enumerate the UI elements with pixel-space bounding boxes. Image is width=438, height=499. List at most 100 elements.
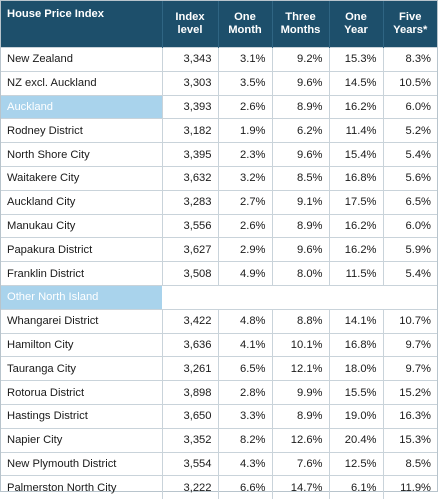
three-months-cell: 9.6% bbox=[272, 71, 329, 95]
area-cell: Hastings District bbox=[1, 404, 162, 428]
five-years-cell: 10.5% bbox=[383, 71, 437, 95]
one-year-cell: 15.4% bbox=[329, 143, 383, 167]
one-year-cell: 18.0% bbox=[329, 357, 383, 381]
one-year-cell: 16.8% bbox=[329, 166, 383, 190]
one-month-cell: 1.9% bbox=[218, 119, 272, 143]
index-level-cell: 3,222 bbox=[162, 476, 218, 499]
five-years-cell: 5.4% bbox=[383, 262, 437, 286]
index-level-cell: 3,393 bbox=[162, 95, 218, 119]
area-cell: New Zealand bbox=[1, 48, 162, 72]
index-level-cell: 3,627 bbox=[162, 238, 218, 262]
one-year-cell: 16.2% bbox=[329, 214, 383, 238]
five-years-cell: 9.7% bbox=[383, 357, 437, 381]
three-months-cell: 14.7% bbox=[272, 476, 329, 499]
header-text-line: House Price Index bbox=[7, 8, 162, 21]
area-cell: Hamilton City bbox=[1, 333, 162, 357]
index-level-cell: 3,343 bbox=[162, 48, 218, 72]
header-text-line: Month bbox=[219, 24, 272, 37]
area-cell: Whangarei District bbox=[1, 309, 162, 333]
three-months-cell: 8.9% bbox=[272, 95, 329, 119]
one-month-cell: 4.3% bbox=[218, 452, 272, 476]
one-year-cell: 16.2% bbox=[329, 95, 383, 119]
header-text-line: Three bbox=[273, 11, 329, 24]
one-year-cell: 16.2% bbox=[329, 238, 383, 262]
one-year-cell: 11.5% bbox=[329, 262, 383, 286]
three-months-cell: 8.9% bbox=[272, 214, 329, 238]
five-years-cell: 5.9% bbox=[383, 238, 437, 262]
header-text-line: Five bbox=[384, 11, 438, 24]
five-years-cell: 5.2% bbox=[383, 119, 437, 143]
five-years-cell bbox=[383, 285, 437, 309]
index-level-cell: 3,352 bbox=[162, 428, 218, 452]
one-month-cell: 4.9% bbox=[218, 262, 272, 286]
one-month-cell: 6.6% bbox=[218, 476, 272, 499]
three-months-cell: 7.6% bbox=[272, 452, 329, 476]
index-level-cell: 3,554 bbox=[162, 452, 218, 476]
one-month-cell: 3.3% bbox=[218, 404, 272, 428]
index-level-cell: 3,898 bbox=[162, 381, 218, 405]
one-year-cell: 14.1% bbox=[329, 309, 383, 333]
area-cell: Rotorua District bbox=[1, 381, 162, 405]
five-years-cell: 15.3% bbox=[383, 428, 437, 452]
three-months-cell bbox=[272, 285, 329, 309]
index-level-cell: 3,261 bbox=[162, 357, 218, 381]
one-month-cell: 3.2% bbox=[218, 166, 272, 190]
column-header-area: House Price Index bbox=[1, 1, 162, 48]
one-year-cell bbox=[329, 285, 383, 309]
one-year-cell: 11.4% bbox=[329, 119, 383, 143]
index-level-cell: 3,182 bbox=[162, 119, 218, 143]
one-month-cell: 8.2% bbox=[218, 428, 272, 452]
area-cell: North Shore City bbox=[1, 143, 162, 167]
area-cell: Tauranga City bbox=[1, 357, 162, 381]
area-cell: NZ excl. Auckland bbox=[1, 71, 162, 95]
index-level-cell: 3,632 bbox=[162, 166, 218, 190]
three-months-cell: 9.9% bbox=[272, 381, 329, 405]
index-level-cell: 3,636 bbox=[162, 333, 218, 357]
five-years-cell: 5.4% bbox=[383, 143, 437, 167]
three-months-cell: 10.1% bbox=[272, 333, 329, 357]
one-month-cell: 6.5% bbox=[218, 357, 272, 381]
three-months-cell: 12.1% bbox=[272, 357, 329, 381]
index-level-cell: 3,508 bbox=[162, 262, 218, 286]
area-cell: Waitakere City bbox=[1, 166, 162, 190]
one-year-cell: 15.5% bbox=[329, 381, 383, 405]
one-month-cell: 4.1% bbox=[218, 333, 272, 357]
one-year-cell: 14.5% bbox=[329, 71, 383, 95]
index-level-cell: 3,556 bbox=[162, 214, 218, 238]
five-years-cell: 8.3% bbox=[383, 48, 437, 72]
five-years-cell: 6.0% bbox=[383, 214, 437, 238]
index-level-cell: 3,422 bbox=[162, 309, 218, 333]
five-years-cell: 5.6% bbox=[383, 166, 437, 190]
three-months-cell: 9.6% bbox=[272, 143, 329, 167]
area-cell: Franklin District bbox=[1, 262, 162, 286]
area-cell: Papakura District bbox=[1, 238, 162, 262]
three-months-cell: 8.5% bbox=[272, 166, 329, 190]
five-years-cell: 16.3% bbox=[383, 404, 437, 428]
one-year-cell: 6.1% bbox=[329, 476, 383, 499]
one-month-cell: 4.8% bbox=[218, 309, 272, 333]
three-months-cell: 12.6% bbox=[272, 428, 329, 452]
one-year-cell: 17.5% bbox=[329, 190, 383, 214]
area-cell: Manukau City bbox=[1, 214, 162, 238]
area-cell: New Plymouth District bbox=[1, 452, 162, 476]
one-year-cell: 19.0% bbox=[329, 404, 383, 428]
five-years-cell: 6.0% bbox=[383, 95, 437, 119]
